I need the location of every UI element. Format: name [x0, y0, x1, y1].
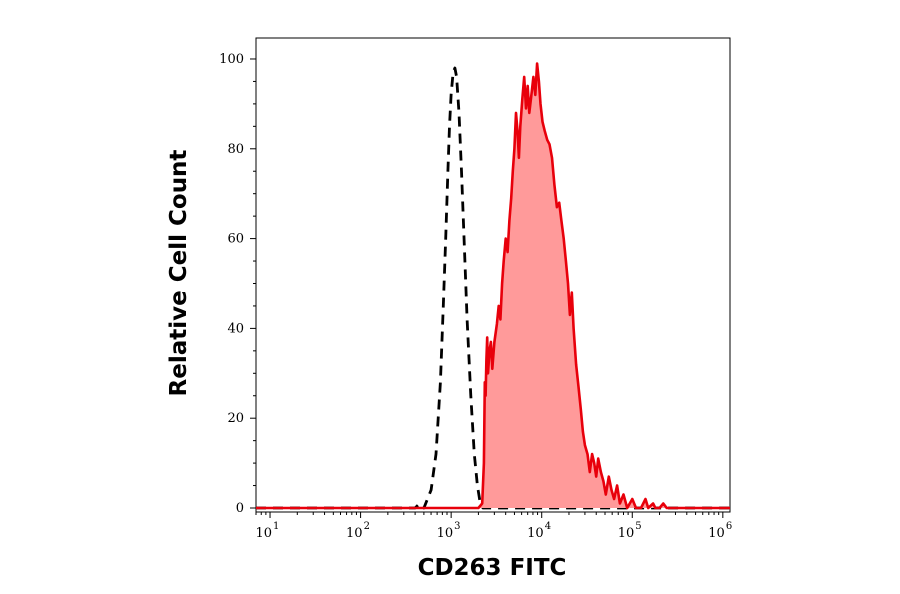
- y-tick-label: 80: [227, 142, 244, 157]
- x-tick-exponent: 5: [635, 521, 641, 532]
- y-axis-title: Relative Cell Count: [166, 150, 192, 397]
- sample-histogram-fill: [256, 63, 730, 508]
- y-tick-label: 40: [227, 321, 244, 336]
- x-tick-label: 10 5: [618, 521, 642, 541]
- x-tick-label: 10 4: [527, 521, 551, 541]
- plot-frame: [255, 37, 731, 513]
- x-tick-exponent: 2: [364, 521, 370, 532]
- y-tick-label: 0: [236, 501, 244, 516]
- x-tick-label: 10 6: [708, 521, 732, 541]
- x-tick-base: 10: [255, 526, 272, 541]
- x-tick-labels: 10 1 10 2 10 3 10 4 10 5 10 6: [255, 521, 732, 541]
- x-tick-base: 10: [437, 526, 454, 541]
- x-tick-label: 10 3: [437, 521, 461, 541]
- sample-histogram-line: [256, 62, 730, 510]
- control-histogram-line: [256, 66, 730, 510]
- y-tick-label: 60: [227, 232, 244, 247]
- x-tick-exponent: 3: [454, 521, 460, 532]
- x-tick-label: 10 1: [255, 521, 279, 541]
- y-minor-ticks: [250, 58, 256, 509]
- series-layer: [256, 62, 730, 510]
- x-axis-title: CD263 FITC: [418, 555, 567, 581]
- x-tick-base: 10: [618, 526, 635, 541]
- y-tick-label: 20: [227, 411, 244, 426]
- y-tick-labels: 0 20 40 60 80 100: [219, 52, 244, 516]
- x-tick-exponent: 6: [726, 521, 732, 532]
- x-tick-base: 10: [346, 526, 363, 541]
- x-minor-ticks: [255, 512, 724, 518]
- x-tick-base: 10: [708, 526, 725, 541]
- x-tick-exponent: 1: [273, 521, 279, 532]
- y-tick-label: 100: [219, 52, 244, 67]
- x-tick-base: 10: [527, 526, 544, 541]
- x-tick-exponent: 4: [545, 521, 551, 532]
- x-tick-label: 10 2: [346, 521, 370, 541]
